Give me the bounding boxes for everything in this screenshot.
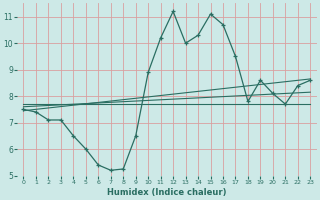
X-axis label: Humidex (Indice chaleur): Humidex (Indice chaleur) — [107, 188, 227, 197]
